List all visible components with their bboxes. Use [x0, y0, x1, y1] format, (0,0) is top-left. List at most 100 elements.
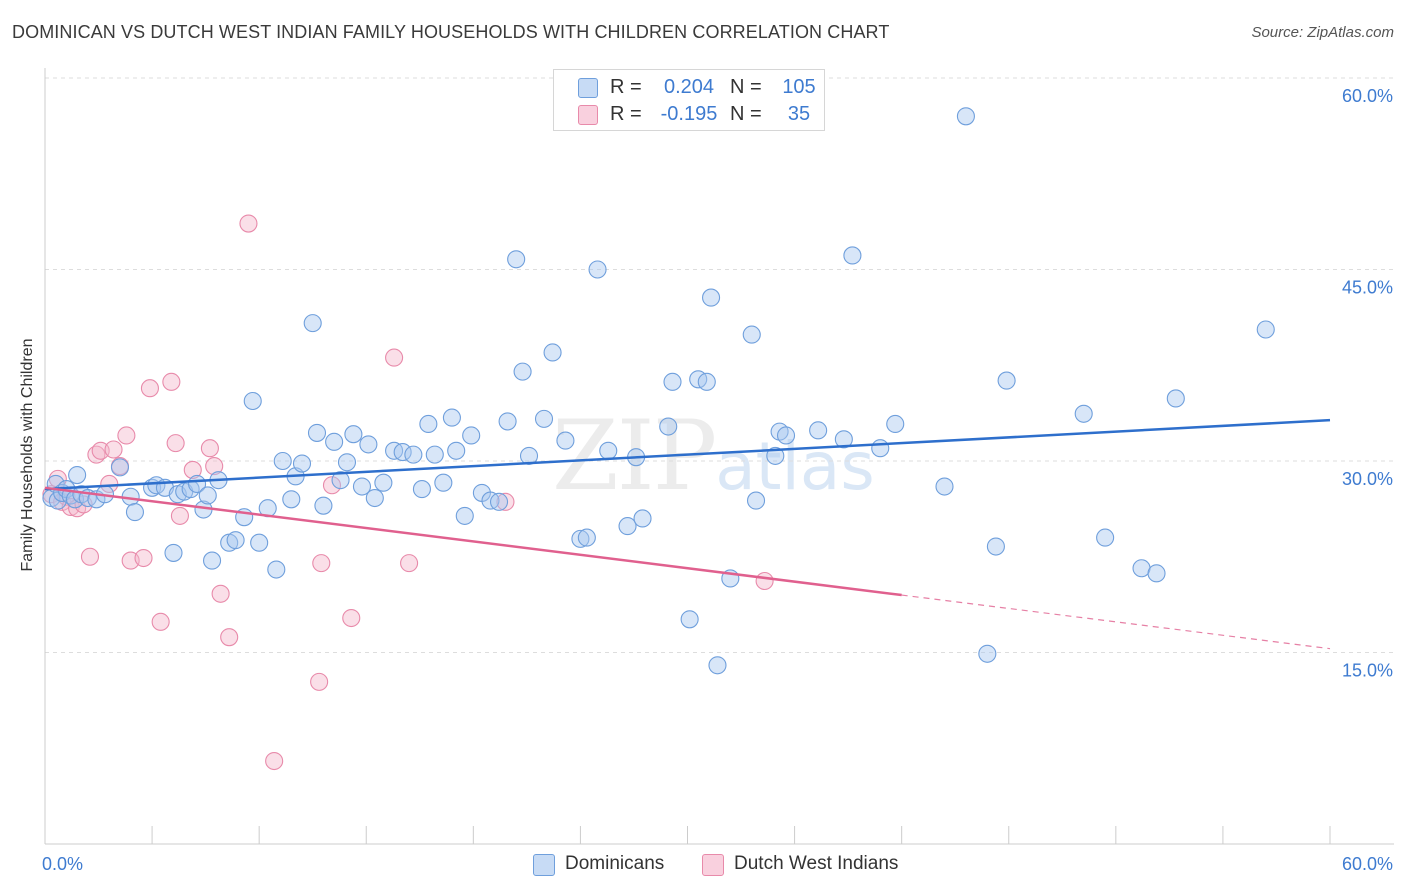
point-dutch-west-indians — [80, 547, 100, 566]
point-dominicans — [697, 372, 716, 391]
point-dominicans — [203, 551, 222, 570]
point-dominicans — [344, 425, 363, 444]
legend-n-label: N = — [730, 103, 762, 125]
legend-r-value: 0.204 — [663, 76, 715, 98]
x-tick-label: 0.0% — [42, 854, 83, 874]
y-tick-label: 45.0% — [1342, 278, 1393, 298]
point-dominicans — [1256, 320, 1275, 339]
tick-labels: 15.0% 30.0% 45.0% 60.0% 0.0% 60.0% — [42, 86, 1393, 874]
point-dutch-west-indians — [211, 584, 230, 603]
point-dominicans — [633, 509, 652, 528]
point-dominicans — [393, 443, 412, 462]
point-dominicans — [513, 362, 532, 381]
point-dominicans — [956, 107, 975, 126]
legend-r-label: R = — [610, 103, 642, 125]
watermark: ZIPatlas — [552, 400, 875, 512]
point-dominicans — [1147, 564, 1166, 583]
point-dominicans — [455, 506, 474, 525]
point-dominicans — [352, 477, 372, 496]
series-legend: Dominicans Dutch West Indians — [0, 850, 1406, 878]
point-dominicans — [519, 446, 539, 465]
watermark-atlas: atlas — [715, 428, 875, 505]
point-dominicans — [226, 531, 245, 550]
legend-swatch-dutch-west-indians — [578, 105, 598, 125]
correlation-legend: R = 0.204 N = 105 R = -0.195 N = 35 — [553, 69, 825, 131]
legend-label-dominicans: Dominicans — [565, 853, 665, 874]
legend-n-value: 35 — [787, 103, 811, 125]
legend-label-dutch-west-indians: Dutch West Indians — [734, 853, 899, 874]
y-tick-label: 30.0% — [1342, 469, 1393, 489]
point-dominicans — [776, 426, 796, 445]
point-dutch-west-indians — [205, 457, 224, 476]
point-dutch-west-indians — [117, 426, 136, 445]
point-dominicans — [110, 458, 130, 477]
watermark-zip: ZIP — [552, 400, 717, 512]
point-dominicans — [331, 471, 350, 490]
point-dutch-west-indians — [91, 441, 110, 460]
chart-title: DOMINICAN VS DUTCH WEST INDIAN FAMILY HO… — [12, 22, 890, 42]
point-dutch-west-indians — [310, 672, 329, 691]
point-dominicans — [359, 435, 378, 454]
point-dutch-west-indians — [162, 372, 181, 391]
point-dominicans — [314, 496, 333, 515]
point-dutch-west-indians — [755, 571, 774, 591]
point-dominicans — [766, 446, 785, 465]
point-dominicans — [702, 288, 721, 307]
y-tick-label: 60.0% — [1342, 86, 1393, 106]
point-dutch-west-indians — [342, 608, 361, 628]
axes — [44, 68, 1394, 845]
legend-swatch-dominicans — [533, 854, 555, 876]
point-dominicans — [1074, 404, 1093, 423]
point-dominicans — [489, 492, 509, 511]
point-dutch-west-indians — [400, 554, 419, 573]
point-dominicans — [1166, 389, 1185, 408]
point-dutch-west-indians — [239, 214, 258, 233]
point-dominicans — [498, 412, 517, 431]
point-dutch-west-indians — [312, 554, 331, 573]
point-dominicans — [282, 490, 301, 509]
point-dominicans — [325, 432, 344, 451]
series-dominicans — [42, 107, 1275, 675]
point-dominicans — [267, 560, 286, 579]
trend-extension-dutch-west-indians — [901, 594, 1331, 650]
trend-line-dominicans — [44, 418, 1331, 491]
point-dominicans — [404, 445, 423, 464]
point-dominicans — [599, 441, 618, 460]
point-dominicans — [164, 543, 183, 562]
point-dominicans — [680, 610, 699, 629]
point-dutch-west-indians — [200, 439, 219, 458]
point-dominicans — [307, 423, 327, 442]
point-dominicans — [577, 528, 596, 547]
point-dutch-west-indians — [220, 628, 239, 647]
grid-lines — [45, 77, 1394, 653]
point-dominicans — [708, 656, 727, 675]
point-dominicans — [1096, 528, 1115, 547]
point-dominicans — [273, 451, 292, 471]
point-dominicans — [292, 454, 312, 473]
point-dominicans — [534, 409, 554, 428]
point-dominicans — [303, 314, 322, 333]
point-dutch-west-indians — [134, 548, 153, 568]
point-dominicans — [659, 417, 678, 436]
point-dominicans — [809, 421, 828, 440]
point-dutch-west-indians — [151, 612, 170, 631]
point-dominicans — [663, 372, 682, 391]
legend-r-value: -0.195 — [660, 103, 718, 125]
point-dominicans — [978, 644, 997, 663]
point-dominicans — [337, 453, 357, 472]
point-dutch-west-indians — [104, 440, 123, 459]
point-dominicans — [618, 517, 637, 536]
point-dutch-west-indians — [385, 348, 404, 367]
point-dutch-west-indians — [183, 460, 202, 479]
legend-r-label: R = — [610, 76, 642, 98]
point-dominicans — [834, 430, 853, 449]
point-dutch-west-indians — [140, 379, 159, 398]
trend-line-dutch-west-indians — [44, 486, 902, 597]
point-dominicans — [543, 343, 562, 362]
legend-n-label: N = — [730, 76, 762, 98]
point-dominicans — [746, 491, 766, 510]
point-dominicans — [243, 391, 262, 411]
point-dominicans — [434, 473, 453, 492]
point-dominicans — [556, 431, 575, 450]
